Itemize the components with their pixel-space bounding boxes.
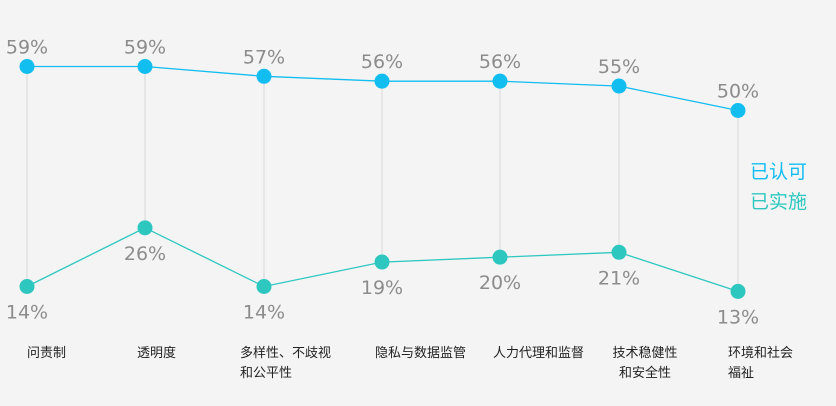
data-label: 14% xyxy=(243,302,285,324)
data-point xyxy=(730,283,746,299)
data-label: 14% xyxy=(6,302,48,324)
category-label: 和公平性 xyxy=(240,366,292,381)
data-label: 57% xyxy=(243,46,285,68)
category-label: 和安全性 xyxy=(619,365,671,381)
category-label: 福祉 xyxy=(728,366,754,381)
data-label: 20% xyxy=(479,272,521,294)
data-label: 59% xyxy=(124,37,166,59)
data-points xyxy=(19,59,746,299)
value-labels: 59% 59% 57% 56% 56% 55% 50% 14% 26% 14% 19% 20% 21% 1… xyxy=(6,37,759,329)
data-point xyxy=(492,73,508,89)
data-label: 13% xyxy=(717,306,759,328)
data-label: 26% xyxy=(124,243,166,265)
data-point xyxy=(137,59,153,74)
data-point xyxy=(374,73,390,89)
legend: 已认可 已实施 xyxy=(750,161,807,213)
data-label: 19% xyxy=(361,277,403,299)
data-point xyxy=(492,249,508,265)
data-point xyxy=(730,103,746,118)
data-point xyxy=(137,220,153,236)
data-point xyxy=(256,68,272,84)
category-label: 隐私与数据监管 xyxy=(375,346,466,361)
data-label: 50% xyxy=(717,81,759,103)
category-label: 技术稳健性 xyxy=(612,345,677,361)
legend-item-implemented: 已实施 xyxy=(750,191,807,213)
category-label: 环境和社会 xyxy=(728,345,793,361)
data-label: 21% xyxy=(598,267,640,289)
data-label: 56% xyxy=(479,51,521,73)
data-point xyxy=(374,254,390,270)
data-point xyxy=(256,279,272,294)
legend-item-approved: 已认可 xyxy=(750,161,807,183)
data-label: 59% xyxy=(6,37,48,59)
data-point xyxy=(611,78,627,94)
data-point xyxy=(611,244,627,260)
data-label: 55% xyxy=(598,56,640,78)
data-point xyxy=(19,279,35,294)
category-label: 多样性、不歧视 xyxy=(240,345,331,361)
data-point xyxy=(19,59,35,74)
data-label: 56% xyxy=(361,51,403,73)
category-label: 人力代理和监督 xyxy=(493,346,584,361)
category-label: 问责制 xyxy=(27,346,66,361)
category-gridlines xyxy=(26,66,739,292)
category-label: 透明度 xyxy=(137,345,176,361)
